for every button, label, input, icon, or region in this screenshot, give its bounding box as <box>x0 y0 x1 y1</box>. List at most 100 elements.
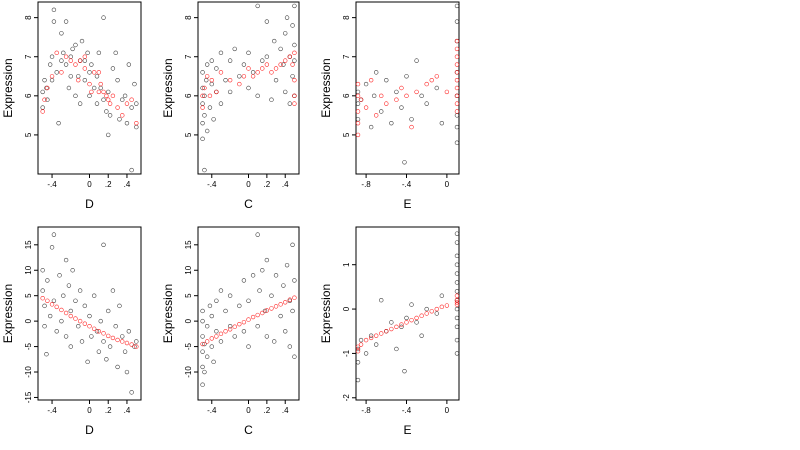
data-point <box>434 311 439 316</box>
data-point <box>200 334 205 339</box>
y-tick-label: -10 <box>24 366 33 378</box>
data-point <box>101 97 106 102</box>
data-point <box>250 70 256 75</box>
data-point <box>454 271 460 276</box>
data-point <box>250 273 256 278</box>
data-point <box>394 89 399 95</box>
data-point <box>269 97 274 102</box>
data-point <box>89 89 94 95</box>
data-point <box>200 85 205 91</box>
data-point <box>126 62 132 67</box>
data-point <box>61 293 66 298</box>
data-point <box>264 62 270 67</box>
data-point <box>117 117 122 122</box>
data-point <box>77 288 83 293</box>
x-tick-label: -.4 <box>207 406 217 415</box>
data-point <box>454 300 460 305</box>
data-point <box>47 313 53 319</box>
data-point <box>241 62 247 67</box>
series-2 <box>355 293 460 354</box>
data-point <box>292 77 297 83</box>
data-point <box>454 240 460 245</box>
data-point <box>120 97 125 102</box>
data-point <box>292 93 297 99</box>
plot-frame <box>37 1 142 175</box>
data-point <box>134 344 139 349</box>
data-point <box>419 313 424 318</box>
data-point <box>63 334 69 339</box>
data-point <box>42 97 47 102</box>
data-point <box>444 303 450 308</box>
data-point <box>269 306 274 311</box>
data-point <box>59 307 64 313</box>
data-point <box>389 326 394 332</box>
data-point <box>204 339 210 344</box>
data-point <box>129 342 134 347</box>
data-point <box>241 278 247 283</box>
y-tick-label: 10 <box>184 265 193 274</box>
data-point <box>200 136 205 142</box>
data-point <box>454 93 460 99</box>
data-point <box>241 329 247 334</box>
data-point <box>272 339 277 344</box>
y-tick-label: 5 <box>184 293 193 298</box>
data-point <box>76 74 81 79</box>
data-point <box>283 329 288 334</box>
data-point <box>91 85 97 91</box>
x-tick-label: -.4 <box>207 180 217 189</box>
data-point <box>44 352 49 357</box>
data-point <box>79 339 85 344</box>
chart-panel-2: -.4 0 .2 .4 5 6 7 8 C Expression <box>161 1 300 211</box>
data-point <box>454 101 460 106</box>
data-point <box>202 85 207 91</box>
data-point <box>66 85 72 91</box>
data-point <box>211 117 216 122</box>
data-point <box>363 351 369 356</box>
data-point <box>394 97 399 102</box>
data-point <box>246 298 251 303</box>
data-point <box>454 54 460 59</box>
data-point <box>278 313 283 319</box>
x-tick-label: .4 <box>282 180 289 189</box>
data-point <box>237 303 242 309</box>
x-tick-label: .4 <box>124 406 131 415</box>
data-point <box>363 81 369 87</box>
data-point <box>115 77 120 83</box>
data-point <box>278 62 283 67</box>
data-point <box>379 297 384 303</box>
data-point <box>98 81 103 87</box>
data-point <box>204 74 210 79</box>
y-tick-label: 5 <box>184 132 193 137</box>
data-point <box>94 74 100 79</box>
x-tick-label: 0 <box>246 180 251 189</box>
data-point <box>200 120 205 126</box>
chart-panel-6: -.8 -.4 0 -2 -1 0 1 E Expression <box>319 226 460 437</box>
data-point <box>63 257 69 263</box>
data-point <box>214 298 219 303</box>
y-axis-label: Expression <box>319 284 333 343</box>
data-point <box>49 54 55 59</box>
data-point <box>389 320 394 325</box>
series-1 <box>355 3 460 165</box>
data-point <box>227 324 233 329</box>
data-point <box>260 66 265 71</box>
data-point <box>218 339 224 344</box>
data-point <box>124 340 130 346</box>
series-1 <box>355 231 460 383</box>
data-point <box>424 81 429 87</box>
data-point <box>454 113 460 118</box>
data-point <box>87 81 92 87</box>
data-point <box>59 58 64 63</box>
data-point <box>89 334 94 339</box>
data-point <box>269 293 274 298</box>
y-tick-label: 5 <box>24 293 33 298</box>
y-axis-label: Expression <box>161 284 175 343</box>
data-point <box>49 77 55 83</box>
data-point <box>76 77 81 83</box>
data-point <box>85 50 90 56</box>
data-point <box>68 58 73 63</box>
data-point <box>120 113 125 118</box>
data-point <box>96 329 102 334</box>
data-point <box>246 50 251 56</box>
